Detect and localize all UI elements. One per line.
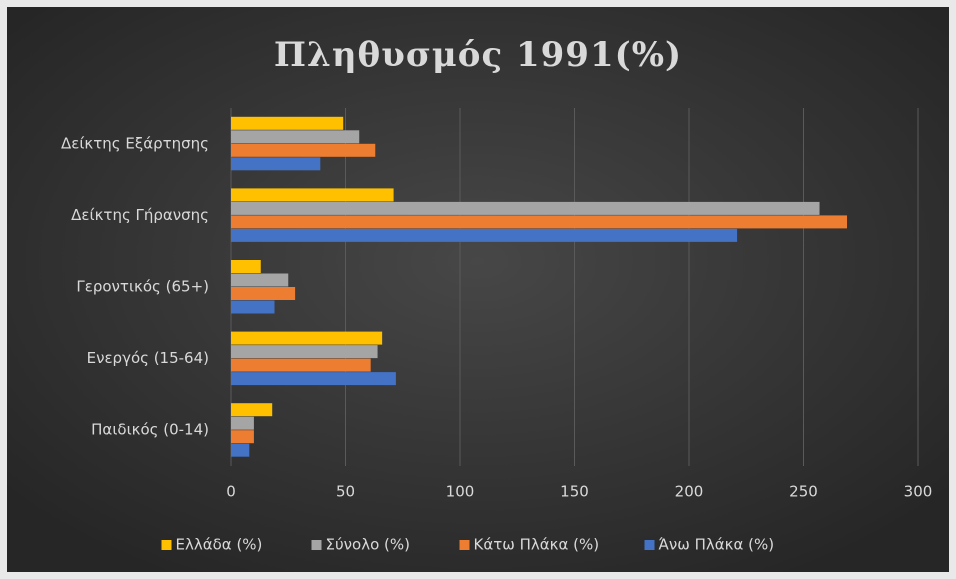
y-tick-label: Γεροντικός (65+) (76, 278, 209, 296)
bar (231, 188, 394, 202)
bar (231, 260, 261, 273)
bar (231, 443, 250, 457)
legend-label: Κάτω Πλάκα (%) (474, 536, 600, 554)
bar (231, 300, 275, 314)
x-tick-label: 100 (446, 483, 475, 501)
chart-title: Πληθυσμός 1991(%) (274, 35, 682, 75)
x-tick-label: 0 (226, 483, 236, 501)
bar (231, 143, 376, 157)
bar (231, 287, 296, 300)
y-tick-label: Παιδικός (0-14) (91, 421, 209, 439)
legend-label: Σύνολο (%) (326, 536, 411, 554)
bar (231, 273, 289, 287)
x-tick-label: 50 (336, 483, 355, 501)
x-tick-label: 250 (789, 483, 818, 501)
bar (231, 228, 738, 242)
bar (231, 372, 396, 386)
bar (231, 130, 360, 144)
bar (231, 403, 273, 417)
y-tick-label: Δείκτης Εξάρτησης (61, 134, 209, 152)
x-tick-label: 300 (904, 483, 933, 501)
legend-swatch (161, 540, 172, 550)
bar (231, 331, 383, 345)
legend-label: Ελλάδα (%) (176, 536, 263, 554)
x-tick-label: 200 (675, 483, 704, 501)
legend-label: Άνω Πλάκα (%) (659, 536, 775, 554)
x-tick-label: 150 (560, 483, 589, 501)
chart-background (7, 7, 949, 572)
y-tick-label: Ενεργός (15-64) (87, 349, 209, 367)
bar (231, 345, 378, 359)
legend-swatch (644, 540, 655, 550)
legend-swatch (311, 540, 322, 550)
bar (231, 157, 321, 171)
bar (231, 416, 254, 430)
bar (231, 116, 344, 130)
bar (231, 430, 254, 444)
bar (231, 201, 820, 215)
legend-swatch (459, 540, 470, 550)
y-tick-label: Δείκτης Γήρανσης (71, 206, 209, 224)
bar (231, 215, 848, 229)
bar (231, 358, 371, 372)
